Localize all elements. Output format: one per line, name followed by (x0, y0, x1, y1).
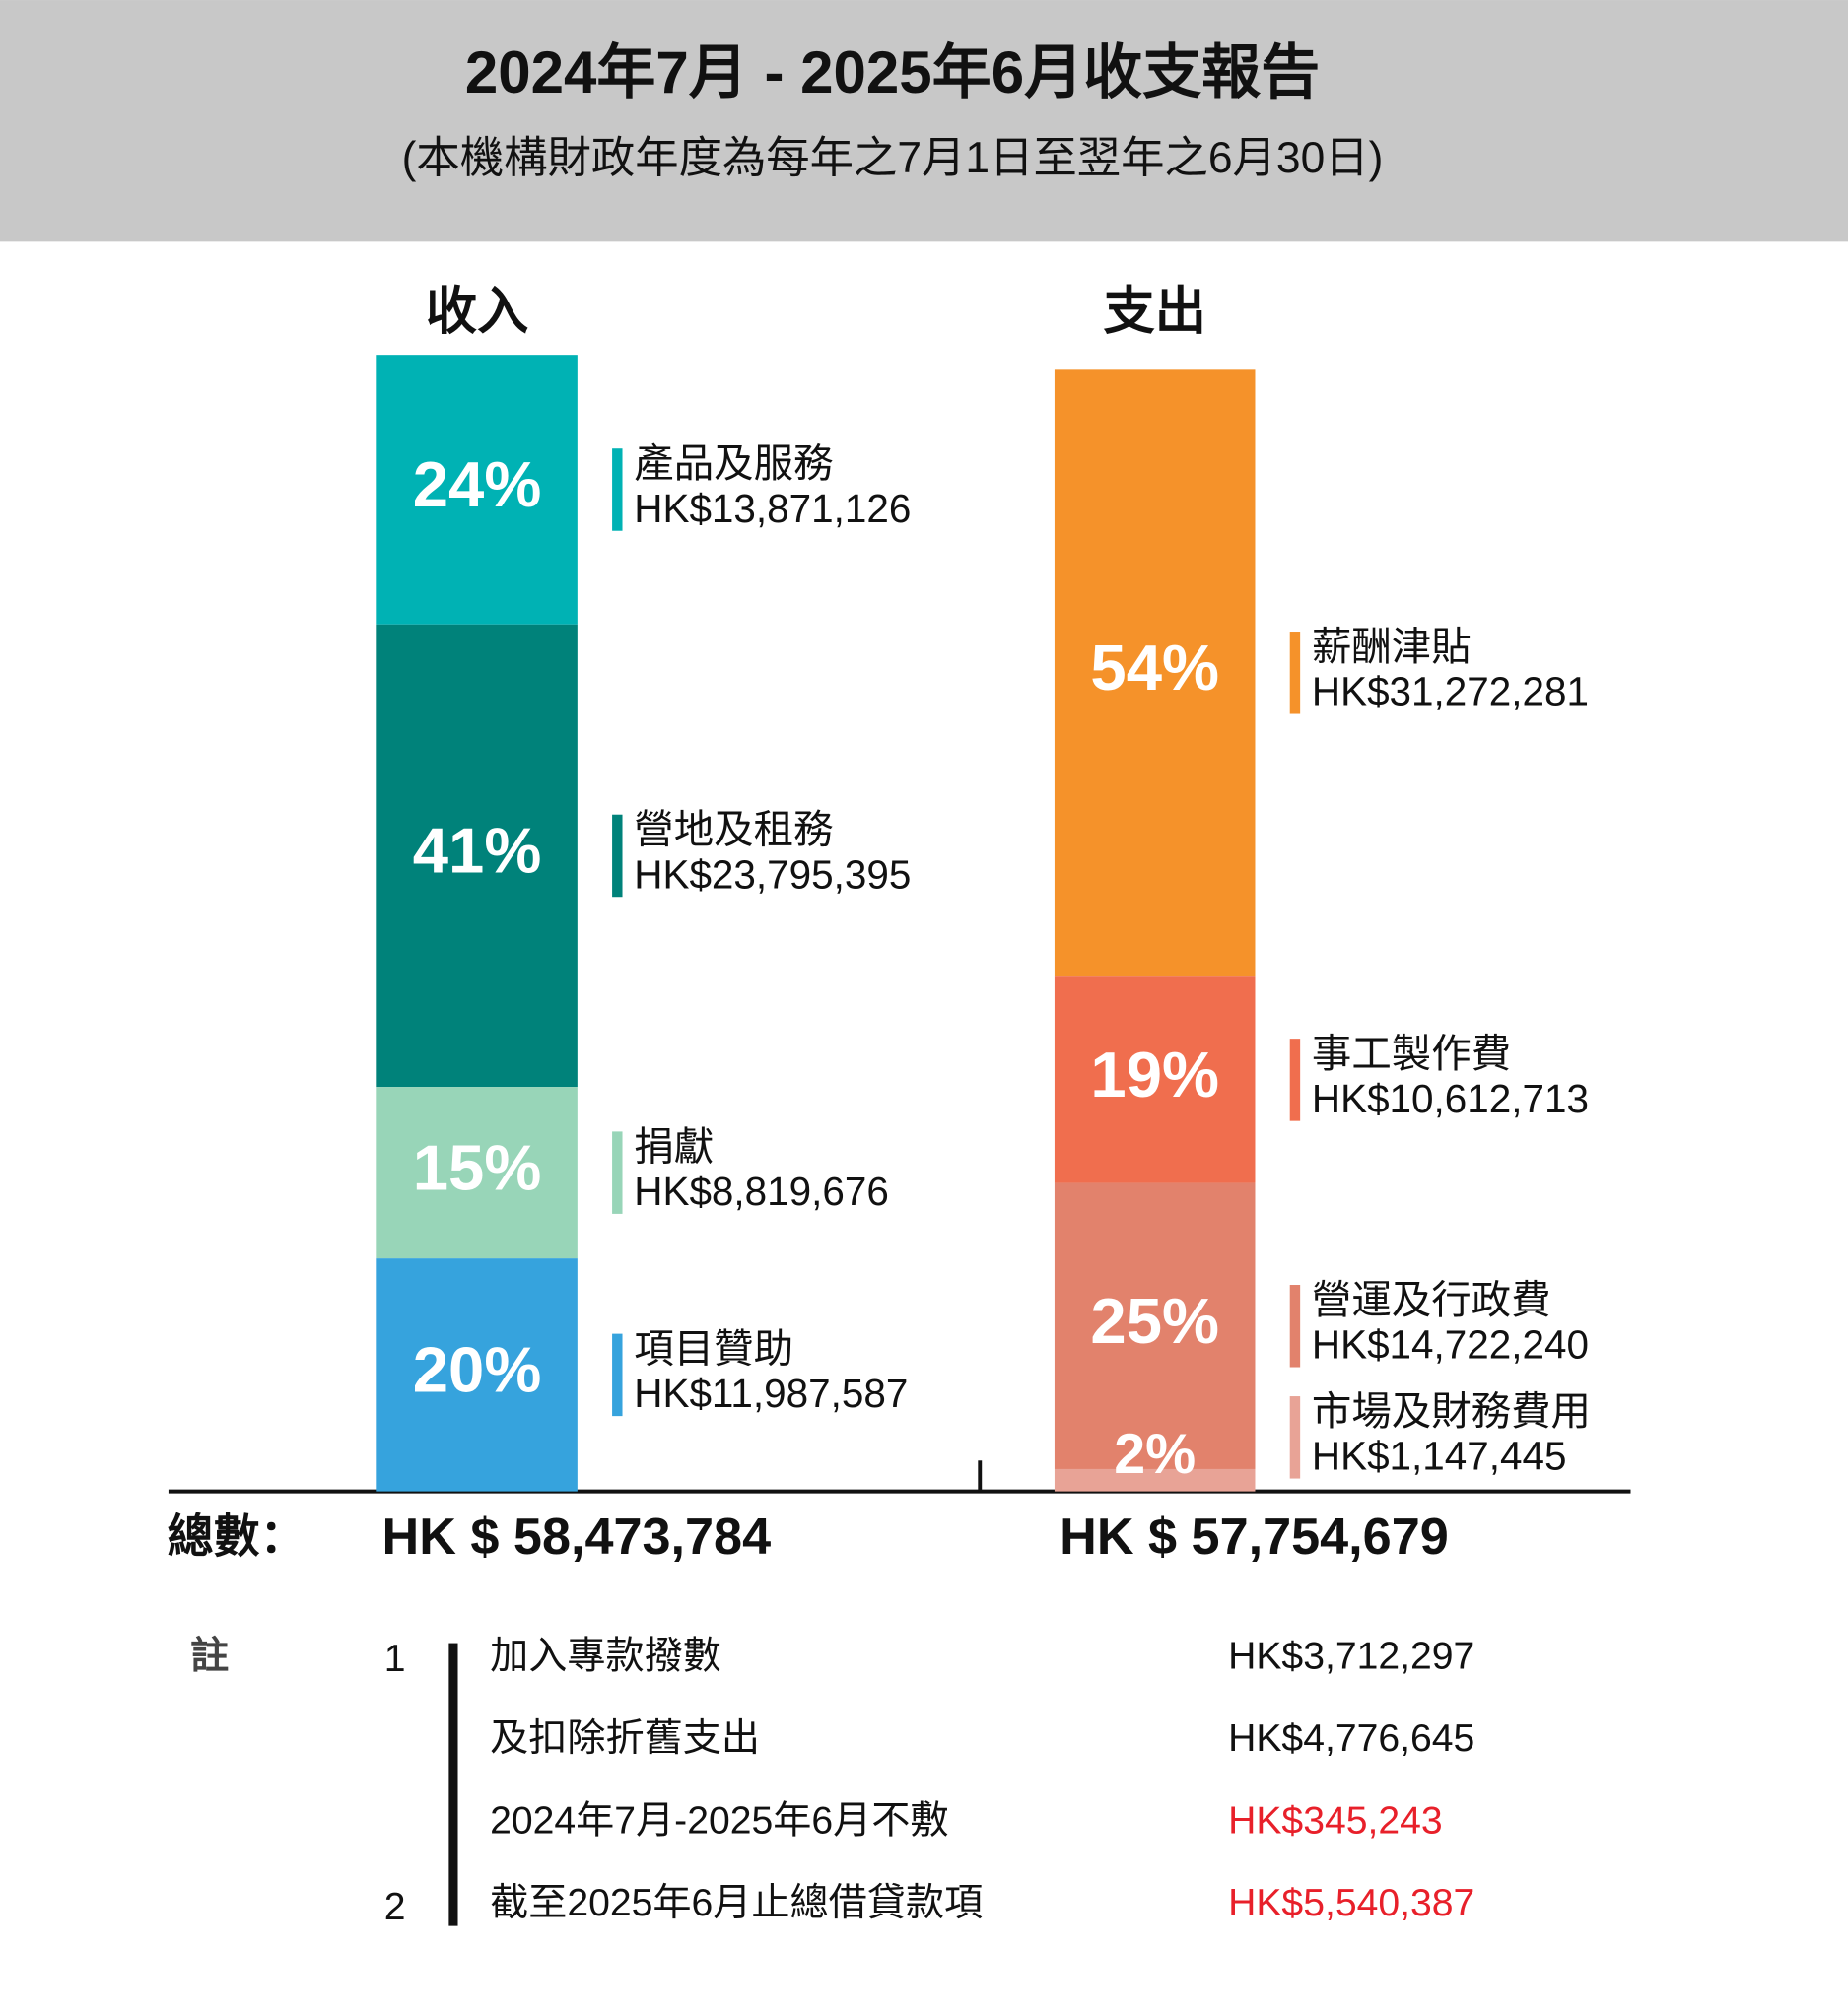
share-label: 25% (1090, 1285, 1219, 1357)
legend-swatch (612, 1131, 623, 1214)
total-caption: 總數： (168, 1511, 307, 1563)
note-text: 及扣除折舊支出 (490, 1717, 760, 1760)
note-text: 加入專款撥數 (490, 1636, 721, 1678)
column-title: 收入 (426, 283, 528, 340)
legend-swatch (1289, 632, 1301, 714)
note-number: 1 (384, 1638, 406, 1680)
category-label: 市場及財務費用 (1312, 1388, 1591, 1434)
bar-segment (376, 1258, 578, 1492)
legend-swatch (1289, 1285, 1301, 1368)
note-amount: HK$345,243 (1228, 1800, 1443, 1843)
bar-segment (376, 355, 578, 625)
bar-segment (1054, 976, 1256, 1183)
legend-swatch (612, 1333, 623, 1417)
bar-segment (376, 624, 578, 1088)
notes-label: 註 (190, 1636, 229, 1678)
bar-segment (1054, 369, 1256, 977)
value-label: HK$11,987,587 (634, 1371, 908, 1416)
category-label: 營地及租務 (634, 807, 833, 852)
share-label: 19% (1090, 1039, 1219, 1110)
share-label: 20% (413, 1334, 542, 1406)
value-label: HK$10,612,713 (1312, 1076, 1589, 1121)
note-amount: HK$3,712,297 (1228, 1636, 1474, 1678)
note-text: 截至2025年6月止總借貸款項 (490, 1882, 983, 1924)
bar-segment (1054, 1468, 1256, 1492)
category-label: 捐獻 (634, 1123, 714, 1169)
share-label: 54% (1090, 632, 1219, 704)
column-title: 支出 (1104, 283, 1206, 340)
category-label: 事工製作費 (1312, 1031, 1511, 1076)
share-label: 24% (413, 448, 542, 520)
bar-segment (376, 1087, 578, 1259)
value-label: HK$8,819,676 (634, 1169, 889, 1214)
category-label: 薪酬津貼 (1312, 624, 1472, 669)
legend-swatch (612, 448, 623, 531)
legend-swatch (612, 814, 623, 898)
value-label: HK$13,871,126 (634, 486, 911, 531)
value-label: HK$14,722,240 (1312, 1322, 1589, 1368)
share-label: 41% (413, 815, 542, 887)
note-amount: HK$4,776,645 (1228, 1717, 1474, 1760)
share-label: 2% (1114, 1423, 1196, 1486)
notes-bar (448, 1643, 458, 1926)
title: 2024年7月 - 2025年6月收支報告 (465, 39, 1320, 105)
category-label: 營運及行政費 (1312, 1277, 1551, 1322)
note-number: 2 (384, 1886, 406, 1928)
note-amount: HK$5,540,387 (1228, 1882, 1474, 1924)
legend-swatch (1289, 1396, 1301, 1479)
note-text: 2024年7月-2025年6月不敷 (490, 1800, 948, 1843)
value-label: HK$31,272,281 (1312, 669, 1589, 714)
subtitle: (本機構財政年度為每年之7月1日至翌年之6月30日) (402, 134, 1384, 182)
share-label: 15% (413, 1131, 542, 1203)
category-label: 項目贊助 (634, 1326, 793, 1372)
bar-segment (1054, 1182, 1256, 1469)
value-label: HK$1,147,445 (1312, 1434, 1567, 1479)
value-label: HK$23,795,395 (634, 851, 911, 897)
total-label: HK $ 58,473,784 (382, 1509, 772, 1566)
header-band (0, 0, 1848, 242)
total-label: HK $ 57,754,679 (1060, 1509, 1449, 1566)
legend-swatch (1289, 1039, 1301, 1121)
category-label: 產品及服務 (634, 440, 833, 486)
